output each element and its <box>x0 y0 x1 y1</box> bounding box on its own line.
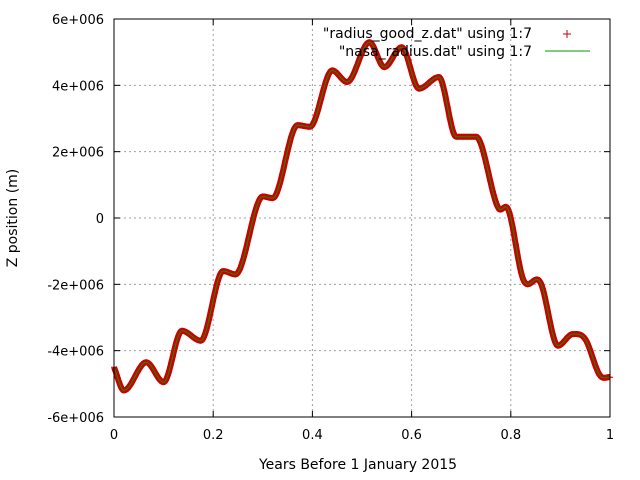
x-axis-label: Years Before 1 January 2015 <box>258 457 457 473</box>
y-tick-label: -4e+006 <box>47 345 104 360</box>
x-tick-label: 1 <box>606 428 614 443</box>
x-tick-label: 0.2 <box>203 428 224 443</box>
x-tick-label: 0 <box>110 428 118 443</box>
y-tick-label: 6e+006 <box>52 13 104 28</box>
y-tick-label: -6e+006 <box>47 411 104 426</box>
series-radius-good-z-points <box>111 39 613 394</box>
tick-labels: 0 0.2 0.4 0.6 0.8 1 -6e+006 -4e+006 -2e+006 0 2e+0… <box>47 13 614 443</box>
y-tick-label: -2e+006 <box>47 278 104 293</box>
x-tick-label: 0.8 <box>500 428 521 443</box>
y-tick-label: 2e+006 <box>52 146 104 161</box>
x-tick-label: 0.6 <box>401 428 422 443</box>
series-radius-good-z <box>111 39 613 394</box>
y-tick-label: 0 <box>96 212 104 227</box>
y-axis-label: Z position (m) <box>5 169 21 268</box>
legend-plus-glyph <box>563 30 571 38</box>
series-nasa-radius <box>113 41 611 392</box>
series-layer <box>111 39 613 394</box>
y-tick-label: 4e+006 <box>52 79 104 94</box>
legend: "radius_good_z.dat" using 1:7 "nasa_radi… <box>323 26 590 60</box>
grid-lines <box>114 19 610 417</box>
legend-label-series-2: "nasa_radius.dat" using 1:7 <box>339 44 532 60</box>
legend-marker-plus <box>563 30 571 38</box>
legend-label-series-1: "radius_good_z.dat" using 1:7 <box>323 26 532 42</box>
axis-ticks <box>113 18 611 418</box>
x-tick-label: 0.4 <box>302 428 323 443</box>
